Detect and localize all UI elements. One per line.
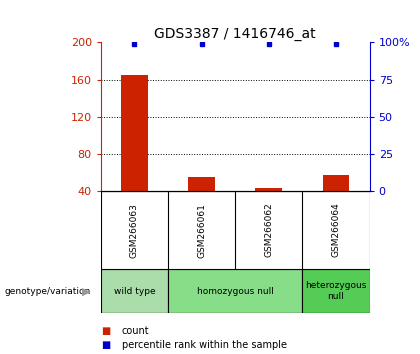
Bar	[323, 175, 349, 191]
Text: genotype/variation: genotype/variation	[4, 287, 90, 296]
Text: ▶: ▶	[82, 286, 90, 296]
Text: GSM266061: GSM266061	[197, 202, 206, 258]
Bar	[302, 269, 370, 313]
Text: percentile rank within the sample: percentile rank within the sample	[122, 340, 287, 350]
Bar	[101, 269, 168, 313]
Bar	[168, 269, 302, 313]
Text: wild type: wild type	[113, 287, 155, 296]
Bar	[188, 177, 215, 191]
Bar	[255, 188, 282, 191]
Text: heterozygous
null: heterozygous null	[305, 281, 367, 301]
Title: GDS3387 / 1416746_at: GDS3387 / 1416746_at	[155, 28, 316, 41]
Text: ■: ■	[101, 340, 110, 350]
Text: GSM266063: GSM266063	[130, 202, 139, 258]
Text: count: count	[122, 326, 150, 336]
Text: ■: ■	[101, 326, 110, 336]
Text: homozygous null: homozygous null	[197, 287, 274, 296]
Text: GSM266064: GSM266064	[331, 203, 341, 257]
Text: GSM266062: GSM266062	[264, 203, 273, 257]
Bar	[121, 75, 148, 191]
